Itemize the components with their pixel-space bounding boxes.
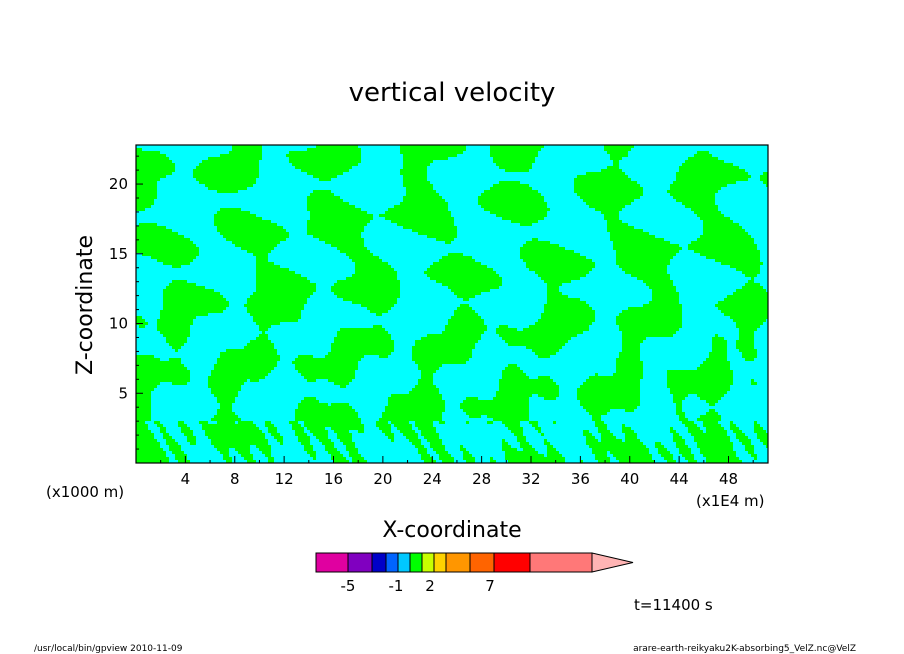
- colorbar-swatch: [529, 552, 593, 573]
- y-tick-label: 15: [109, 245, 128, 263]
- colorbar-tick-label: -1: [389, 577, 404, 595]
- x-tick-label: 44: [670, 470, 689, 488]
- colorbar-swatch: [371, 552, 387, 573]
- x-tick-label: 4: [181, 470, 191, 488]
- colorbar-swatch: [315, 552, 349, 573]
- footer-left: /usr/local/bin/gpview 2010-11-09: [34, 644, 183, 654]
- colorbar: -5 -1 2 7: [315, 552, 634, 595]
- colorbar-swatch: [385, 552, 399, 573]
- x-tick-label: 20: [373, 470, 392, 488]
- x-tick-label: 40: [620, 470, 639, 488]
- x-tick-label: 32: [521, 470, 540, 488]
- colorbar-arrow: [591, 552, 634, 573]
- y-tick-label: 10: [109, 315, 128, 333]
- colorbar-tick-label: 7: [485, 577, 495, 595]
- colorbar-swatch: [397, 552, 411, 573]
- x-tick-label: 48: [719, 470, 738, 488]
- colorbar-swatch: [347, 552, 373, 573]
- x-axis-label: X-coordinate: [382, 518, 521, 543]
- x-tick-label: 8: [230, 470, 240, 488]
- colorbar-swatch: [409, 552, 423, 573]
- plot-frame: [135, 144, 769, 464]
- y-tick-label: 20: [109, 175, 128, 193]
- x-tick-label: 24: [423, 470, 442, 488]
- x-tick-label: 36: [571, 470, 590, 488]
- contour-fill: [136, 145, 768, 463]
- x-unit-left: (x1000 m): [46, 483, 124, 501]
- colorbar-swatch: [445, 552, 471, 573]
- footer-right: arare-earth-reikyaku2K-absorbing5_VelZ.n…: [633, 644, 856, 654]
- x-unit-right: (x1E4 m): [696, 492, 765, 510]
- y-axis-label: Z-coordinate: [73, 235, 98, 375]
- x-tick-label: 28: [472, 470, 491, 488]
- y-tick-label: 5: [118, 384, 128, 402]
- colorbar-swatch: [493, 552, 531, 573]
- x-tick-label: 16: [324, 470, 343, 488]
- time-label: t=11400 s: [634, 596, 713, 614]
- colorbar-tick-label: 2: [425, 577, 435, 595]
- colorbar-tick-label: -5: [341, 577, 356, 595]
- colorbar-swatch: [421, 552, 435, 573]
- colorbar-swatch: [469, 552, 495, 573]
- x-tick-label: 12: [275, 470, 294, 488]
- chart-title: vertical velocity: [349, 78, 556, 108]
- colorbar-swatch: [433, 552, 447, 573]
